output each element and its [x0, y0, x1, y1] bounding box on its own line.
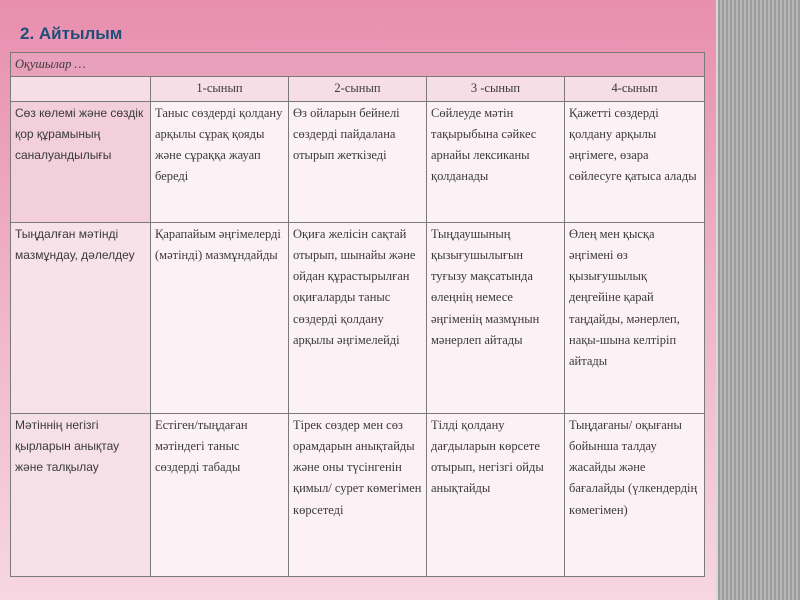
grade-header: 1-сынып — [150, 76, 289, 102]
grade-header: 4-сынып — [563, 76, 706, 102]
table-row: Мәтіннің негізгі қырларын анықтау және т… — [10, 412, 706, 577]
table-cell: Таныс сөздерді қолдану арқылы сұрақ қояд… — [150, 100, 289, 223]
table-cell: Өз ойларын бейнелі сөздерді пайдалана от… — [288, 100, 427, 223]
grade-header: 2-сынып — [288, 76, 427, 102]
table-cell: Тыңдаушының қызығушылығын туғызу мақсаты… — [426, 221, 565, 414]
table-header: Оқушылар … — [9, 51, 706, 78]
table-cell: Қарапайым әңгімелерді (мәтінді) мазмұнда… — [150, 221, 289, 414]
row-category: Мәтіннің негізгі қырларын анықтау және т… — [10, 412, 151, 577]
table-row: Сөз көлемі және сөздік қор құрамының сан… — [10, 100, 706, 223]
table-cell: Тірек сөздер мен сөз орамдарын анықтайды… — [288, 412, 427, 577]
row-category: Тыңдалған мәтінді мазмұндау, дәлелдеу — [10, 221, 151, 414]
side-stripe-decoration — [718, 0, 800, 600]
grade-header-row: 1-сынып 2-сынып 3 -сынып 4-сынып — [10, 76, 706, 102]
slide-title: 2. Айтылым — [20, 24, 123, 43]
table-cell: Сөйлеуде мәтін тақырыбына сәйкес арнайы … — [426, 100, 565, 223]
table-cell: Тыңдағаны/ оқығаны бойынша талдау жасайд… — [563, 412, 706, 577]
table-row: Тыңдалған мәтінді мазмұндау, дәлелдеу Қа… — [10, 221, 706, 414]
grade-header: 3 -сынып — [426, 76, 565, 102]
table-header-row: Оқушылар … — [9, 51, 706, 78]
table-cell: Естіген/тыңдаған мәтіндегі таныс сөздерд… — [150, 412, 289, 577]
table-cell: Тілді қолдану дағдыларын көрсете отырып,… — [426, 412, 565, 577]
corner-cell — [10, 76, 151, 102]
table-cell: Қажетті сөздерді қолдану арқылы әңгімеге… — [563, 100, 706, 223]
row-category: Сөз көлемі және сөздік қор құрамының сан… — [10, 100, 151, 223]
table-cell: Оқиға желісін сақтай отырып, шынайы және… — [288, 221, 427, 414]
curriculum-table: Оқушылар … 1-сынып 2-сынып 3 -сынып 4-сы… — [9, 51, 706, 577]
table-cell: Өлең мен қысқа әңгімені өз қызығушылық д… — [563, 221, 706, 414]
